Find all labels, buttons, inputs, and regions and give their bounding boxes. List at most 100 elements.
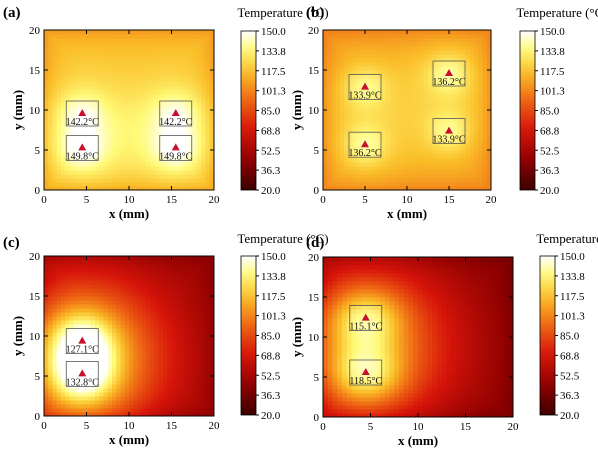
heat-cell	[112, 66, 117, 71]
heat-cell	[52, 272, 58, 277]
heat-cell	[428, 98, 433, 103]
heat-cell	[146, 138, 151, 143]
heat-cell	[474, 54, 479, 59]
heat-cell	[141, 154, 147, 159]
heat-cell	[167, 328, 172, 333]
heat-cell	[348, 186, 353, 191]
heat-cell	[133, 372, 138, 377]
heat-cell	[390, 38, 395, 43]
heat-cell	[116, 98, 121, 103]
heat-cell	[335, 38, 341, 43]
heat-cell	[360, 70, 366, 75]
heat-cell	[61, 150, 66, 155]
heat-cell	[482, 126, 488, 131]
heat-cell	[124, 340, 130, 345]
heat-cell	[171, 162, 177, 167]
heat-cell	[99, 324, 104, 329]
heat-cell	[52, 66, 58, 71]
heat-cell	[339, 34, 345, 39]
heat-cell	[137, 66, 143, 71]
heat-cell	[86, 324, 92, 329]
heat-cell	[82, 50, 87, 55]
heat-cell	[56, 296, 62, 301]
heat-cell	[116, 376, 121, 381]
heat-cell	[390, 46, 395, 51]
heat-cell	[197, 178, 202, 183]
heat-cell	[103, 300, 109, 305]
heat-cell	[344, 130, 349, 135]
heat-cell	[407, 86, 412, 91]
heat-cell	[381, 106, 387, 111]
heat-cell	[56, 332, 62, 337]
heat-cell	[369, 150, 374, 155]
heat-cell	[163, 264, 168, 269]
heat-cell	[470, 166, 475, 171]
heat-cell	[423, 114, 429, 119]
heat-cell	[120, 384, 126, 389]
heat-cell	[48, 328, 53, 333]
heat-cell	[141, 106, 147, 111]
heat-cell	[440, 70, 446, 75]
heat-cell	[432, 66, 437, 71]
heat-cell	[133, 352, 138, 357]
heat-cell	[124, 368, 130, 373]
heat-cell	[69, 134, 75, 139]
heat-cell	[73, 316, 79, 321]
heat-cell	[146, 324, 151, 329]
heat-cell	[112, 324, 117, 329]
heat-cell	[449, 138, 454, 143]
heat-cell	[61, 102, 66, 107]
heat-cell	[120, 352, 126, 357]
heat-cell	[69, 62, 75, 67]
heat-cell	[82, 308, 87, 313]
heat-cell	[335, 86, 341, 91]
heat-cell	[180, 360, 185, 365]
heat-cell	[103, 138, 109, 143]
heat-cell	[116, 130, 121, 135]
heat-cell	[95, 388, 100, 393]
heat-cell	[48, 158, 53, 163]
heat-cell	[163, 268, 168, 273]
heat-cell	[103, 256, 109, 261]
heat-cell	[124, 324, 130, 329]
heat-cell	[188, 174, 194, 179]
heat-cell	[61, 276, 66, 281]
heat-cell	[150, 46, 155, 51]
hotspot-temp-label: 132.8°C	[66, 377, 99, 388]
heat-cell	[449, 46, 454, 51]
heat-cell	[474, 98, 479, 103]
heat-cell	[48, 300, 53, 305]
heat-cell	[205, 320, 211, 325]
heat-cell	[398, 50, 404, 55]
heat-cell	[184, 292, 189, 297]
heat-cell	[86, 78, 92, 83]
heat-cell	[103, 312, 109, 317]
heat-cell	[48, 292, 53, 297]
heat-cell	[461, 102, 467, 107]
heat-cell	[436, 134, 442, 139]
heat-cell	[423, 134, 429, 139]
heat-cell	[457, 170, 463, 175]
heat-cell	[141, 380, 147, 385]
heat-cell	[124, 292, 130, 297]
heat-cell	[390, 138, 395, 143]
heat-cell	[133, 256, 138, 261]
heat-cell	[474, 122, 479, 127]
heat-cell	[171, 86, 177, 91]
heat-cell	[419, 162, 425, 167]
heat-cell	[423, 86, 429, 91]
heat-cell	[373, 90, 379, 95]
heat-cell	[65, 58, 70, 63]
heat-cell	[154, 260, 160, 265]
heat-cell	[339, 74, 345, 79]
heat-cell	[95, 162, 100, 167]
heat-cell	[86, 308, 92, 313]
heat-cell	[120, 166, 126, 171]
heat-cell	[201, 110, 206, 115]
heat-cell	[419, 34, 425, 39]
heat-cell	[112, 78, 117, 83]
heat-cell	[52, 82, 58, 87]
heat-cell	[90, 178, 96, 183]
heat-cell	[482, 58, 488, 63]
heat-cell	[56, 142, 62, 147]
